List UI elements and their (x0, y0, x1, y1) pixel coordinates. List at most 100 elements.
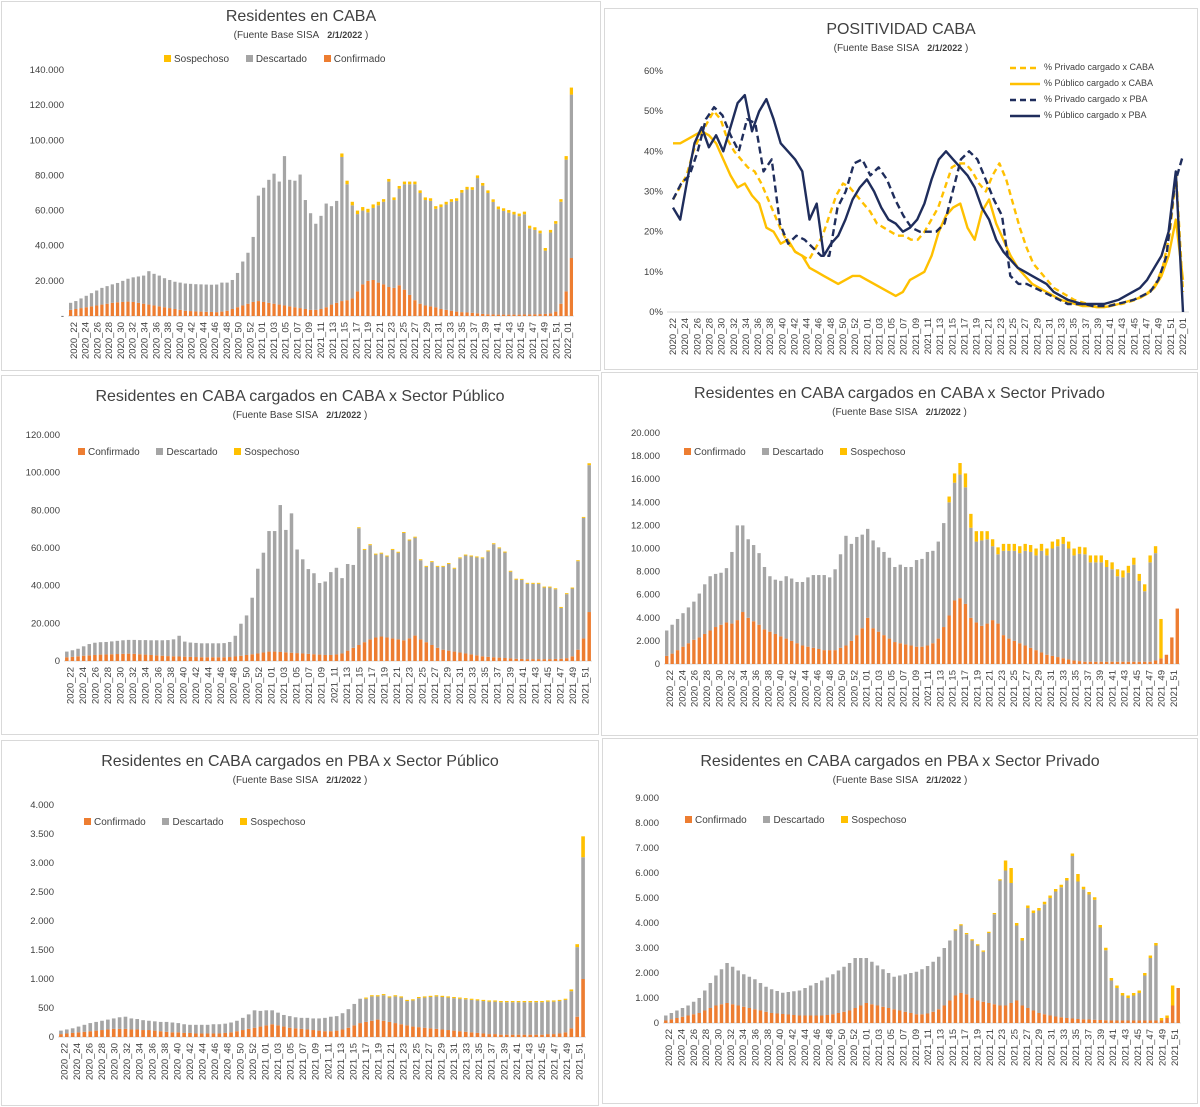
bar-segment-descartado (64, 1029, 69, 1034)
x-tick-label: 2021_19 (363, 322, 374, 359)
y-tick-label: 40% (644, 146, 664, 157)
x-tick-label: 2021_15 (340, 322, 351, 359)
bar-segment-sospechoso (385, 555, 389, 557)
bar-segment-sospechoso (393, 995, 398, 997)
bar-segment-confirmado (345, 650, 350, 661)
bar-segment-confirmado (903, 1011, 908, 1023)
bar-segment-confirmado (569, 1028, 574, 1037)
bar-segment-sospechoso (1094, 555, 1098, 563)
chart-title: Residentes en CABA cargados en PBA x Sec… (101, 753, 499, 770)
x-tick-label: 2021_19 (380, 667, 391, 704)
bar-segment-descartado (241, 261, 245, 306)
bar-segment-descartado (713, 573, 718, 628)
bar-segment-sospechoso (370, 995, 374, 997)
x-tick-label: 2021_19 (972, 670, 983, 707)
chart-title: POSITIVIDAD CABA (826, 21, 976, 38)
bar-segment-confirmado (898, 643, 902, 664)
bar-segment-confirmado (491, 657, 496, 661)
bar-segment-descartado (1077, 553, 1082, 662)
bar-segment-confirmado (1014, 1000, 1019, 1023)
bar-segment-confirmado (569, 258, 574, 316)
x-tick-label: 2021_37 (487, 1043, 498, 1080)
x-tick-label: 2020_36 (751, 1029, 762, 1066)
bar-segment-descartado (725, 963, 729, 1003)
bar-segment-confirmado (587, 612, 591, 661)
bar-segment-confirmado (217, 1033, 222, 1037)
bar-segment-descartado (357, 528, 361, 645)
x-tick-label: 2021_15 (948, 1029, 959, 1066)
bar-segment-descartado (87, 644, 92, 656)
bar-segment-descartado (276, 1012, 280, 1026)
bar-segment-descartado (59, 1030, 63, 1035)
bar-segment-confirmado (111, 1028, 116, 1037)
bar-segment-confirmado (1099, 661, 1103, 664)
bar-segment-descartado (216, 643, 221, 658)
bar-segment-descartado (746, 539, 750, 618)
bar-segment-confirmado (817, 648, 821, 664)
bar-segment-sospechoso (371, 204, 375, 208)
bar-segment-confirmado (399, 1024, 404, 1037)
bar-segment-confirmado (1083, 661, 1087, 664)
x-tick-label: 2020_24 (78, 667, 89, 704)
y-tick-label: 80.000 (35, 170, 64, 181)
x-tick-label: 2020_32 (726, 1029, 737, 1066)
bar-segment-descartado (393, 996, 398, 1024)
bar-segment-descartado (1056, 546, 1060, 658)
bar-segment-descartado (947, 502, 951, 616)
bar-segment-confirmado (1170, 637, 1174, 664)
bar-segment-confirmado (475, 1032, 480, 1037)
bar-segment-sospechoso (958, 463, 962, 475)
bar-segment-confirmado (806, 646, 810, 664)
x-tick-label: 2020_42 (185, 1043, 196, 1080)
x-tick-label: 2020_32 (727, 670, 738, 707)
y-tick-label: 8.000 (635, 818, 659, 829)
bar-segment-sospechoso (981, 950, 985, 952)
bar-segment-descartado (507, 212, 511, 315)
legend-swatch (763, 816, 771, 823)
bar-segment-sospechoso (405, 999, 409, 1002)
x-tick-label: 2021_27 (1021, 670, 1032, 707)
y-tick-label: 500 (38, 1003, 54, 1014)
bar-segment-descartado (581, 857, 585, 979)
bar-segment-confirmado (998, 1005, 1002, 1023)
x-tick-label: 2021_45 (537, 1043, 548, 1080)
bar-segment-confirmado (346, 1027, 351, 1037)
bar-segment-confirmado (842, 1011, 846, 1023)
x-tick-label: 2020_30 (116, 322, 127, 359)
bar-segment-confirmado (1020, 1005, 1024, 1023)
bar-segment-sospechoso (559, 199, 563, 202)
bar-segment-sospechoso (430, 561, 434, 563)
bar-segment-sospechoso (1154, 943, 1158, 946)
x-tick-label: 2020_52 (245, 322, 256, 359)
x-tick-label: 2020_52 (254, 667, 265, 704)
legend-item: Confirmado (684, 447, 746, 458)
bar-segment-descartado (222, 643, 226, 658)
bar-segment-confirmado (335, 302, 339, 316)
x-tick-label: 2021_01 (862, 318, 873, 355)
bar-segment-descartado (486, 551, 490, 657)
bar-segment-descartado (811, 575, 816, 648)
bar-segment-confirmado (340, 301, 344, 316)
bar-segment-descartado (235, 272, 240, 308)
bar-segment-sospechoso (533, 227, 537, 230)
bar-segment-confirmado (376, 282, 380, 316)
x-tick-label: 2020_40 (172, 1043, 183, 1080)
bar-segment-confirmado (76, 1032, 81, 1037)
bar-segment-descartado (447, 564, 451, 651)
x-tick-label: 2021_31 (1047, 1029, 1058, 1066)
x-tick-label: 2020_46 (814, 318, 825, 355)
bar-segment-sospechoso (1153, 546, 1158, 554)
bar-segment-confirmado (152, 305, 156, 316)
bar-segment-confirmado (469, 654, 473, 661)
bar-segment-descartado (143, 640, 148, 655)
bar-segment-descartado (779, 580, 783, 637)
bar-segment-descartado (1045, 555, 1049, 655)
bar-segment-descartado (920, 558, 924, 647)
bar-segment-confirmado (173, 308, 177, 316)
bar-segment-sospechoso (413, 536, 417, 538)
bar-segment-descartado (152, 1021, 157, 1031)
x-tick-label: 2020_22 (65, 667, 76, 704)
bar-segment-descartado (1039, 550, 1044, 653)
bar-segment-confirmado (362, 642, 367, 661)
bar-segment-descartado (847, 963, 852, 1011)
